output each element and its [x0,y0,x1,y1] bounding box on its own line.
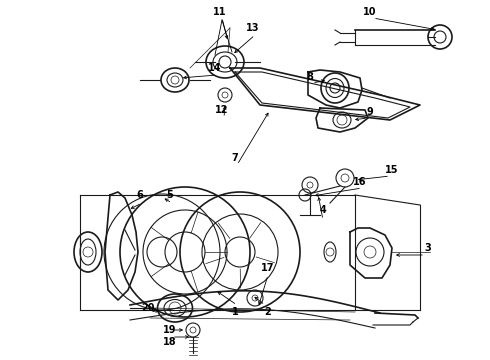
Text: 16: 16 [353,177,367,187]
Text: 20: 20 [141,303,155,313]
Text: 1: 1 [232,307,238,317]
Text: 19: 19 [163,325,177,335]
Text: 12: 12 [215,105,229,115]
Text: 9: 9 [367,107,373,117]
Text: 17: 17 [261,263,275,273]
Text: 11: 11 [213,7,227,17]
Text: 2: 2 [265,307,271,317]
Text: 7: 7 [232,153,238,163]
Text: 14: 14 [208,63,222,73]
Text: 6: 6 [137,190,144,200]
Text: 15: 15 [385,165,399,175]
Text: 18: 18 [163,337,177,347]
Text: 5: 5 [167,190,173,200]
Text: 3: 3 [425,243,431,253]
Text: 4: 4 [319,205,326,215]
Text: 8: 8 [307,72,314,82]
Text: 13: 13 [246,23,260,33]
Text: 10: 10 [363,7,377,17]
